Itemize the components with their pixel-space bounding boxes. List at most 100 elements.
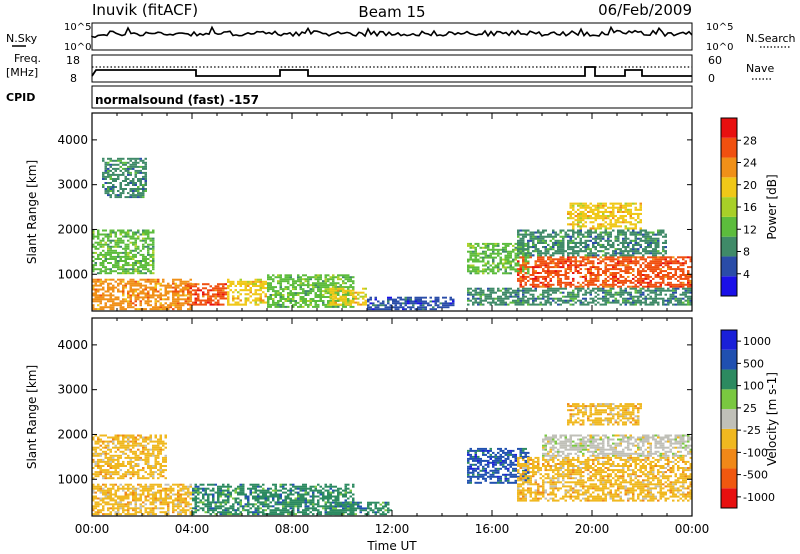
data-cell [614,202,617,205]
data-cell [194,297,197,300]
data-cell [572,241,575,244]
data-cell [492,287,495,290]
data-cell [517,229,520,232]
data-cell [134,288,137,291]
data-cell [117,290,120,293]
data-cell [527,301,530,304]
data-cell [554,264,557,267]
data-cell [149,454,152,457]
data-cell [137,463,140,465]
data-cell [632,212,635,215]
data-cell [524,275,527,278]
data-cell [542,237,545,240]
data-cell [149,501,152,504]
data-cell [669,258,672,261]
data-cell [292,303,295,306]
data-cell [637,277,640,280]
data-cell [589,239,592,242]
data-cell [559,248,562,251]
data-cell [507,303,510,306]
data-cell [114,434,117,437]
data-cell [147,477,150,480]
data-cell [194,283,197,286]
data-cell [627,297,630,300]
data-cell [574,260,577,263]
data-cell [332,291,335,294]
data-cell [622,264,625,267]
data-cell [614,219,617,222]
data-cell [442,296,445,299]
data-cell [584,225,587,228]
data-cell [242,289,245,292]
data-cell [104,491,107,494]
data-cell [687,303,690,306]
data-cell [644,277,647,280]
data-cell [484,254,487,257]
nave-label: Nave [746,62,774,75]
data-cell [139,159,142,162]
data-cell [539,264,542,267]
data-cell [294,300,297,302]
data-cell [582,223,585,226]
data-cell [467,299,470,302]
data-cell [639,283,642,286]
data-cell [297,292,300,295]
data-cell [302,292,305,295]
data-cell [304,278,307,281]
data-cell [522,233,525,236]
data-cell [587,270,590,273]
data-cell [134,249,137,252]
data-cell [259,278,262,281]
data-cell [654,260,657,263]
data-cell [602,217,605,220]
colorbar-swatch [721,157,737,178]
data-cell [109,188,112,190]
data-cell [142,260,145,262]
data-cell [557,281,560,284]
data-cell [392,306,395,309]
data-cell [134,165,137,168]
data-cell [174,286,177,289]
data-cell [162,298,165,301]
data-cell [632,233,635,236]
data-cell [197,297,200,300]
data-cell [122,251,125,254]
data-cell [687,295,690,298]
data-cell [529,235,532,238]
data-cell [287,274,290,277]
data-cell [572,254,575,257]
data-cell [372,308,375,311]
data-cell [667,299,670,302]
data-cell [567,241,570,244]
data-cell [592,237,595,240]
data-cell [389,308,392,311]
data-cell [584,248,587,251]
data-cell [112,178,115,180]
data-cell [544,229,547,232]
data-cell [614,221,617,224]
data-cell [104,190,107,192]
data-cell [629,231,632,234]
data-cell [662,287,665,290]
data-cell [257,278,260,281]
data-cell [292,286,295,289]
data-cell [347,292,350,295]
data-cell [114,458,117,461]
data-cell [92,260,95,262]
data-cell [109,169,112,172]
data-cell [334,303,337,306]
data-cell [157,278,160,281]
data-cell [587,252,590,255]
data-cell [162,304,165,307]
data-cell [492,260,495,263]
data-cell [314,278,317,281]
data-cell [437,298,440,301]
data-cell [182,288,185,291]
data-cell [124,175,127,178]
data-cell [282,301,285,304]
data-cell [152,292,155,295]
data-cell [544,279,547,282]
data-cell [254,284,257,287]
data-cell [152,446,155,449]
data-cell [109,173,112,176]
